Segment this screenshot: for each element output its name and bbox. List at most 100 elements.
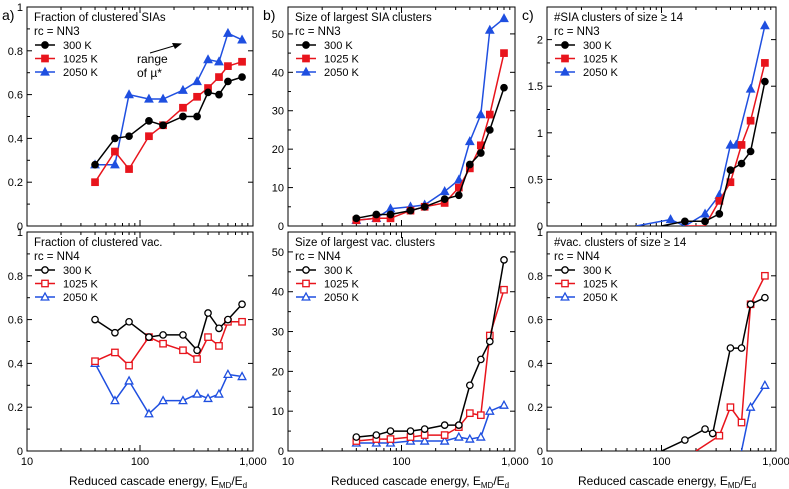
panel-4: 0 0.2 0.4 0.6 0.8 1 10 100 1,000 Fraction of clus…	[8, 227, 267, 468]
data-point	[215, 342, 223, 350]
data-point	[158, 93, 168, 103]
series-line	[635, 25, 766, 226]
data-point	[745, 83, 756, 93]
x-tick-label: 1,000	[762, 456, 789, 468]
data-point	[223, 27, 233, 37]
legend-label: 1025 K	[324, 54, 360, 66]
data-point	[159, 121, 167, 130]
series-s300	[91, 73, 246, 169]
legend-marker	[560, 66, 570, 76]
data-point	[158, 395, 168, 405]
legend-entry-s300: 300 K	[35, 40, 92, 52]
data-point	[193, 346, 201, 355]
y-tick-label: 40	[272, 67, 284, 79]
data-point	[215, 324, 223, 333]
data-point	[178, 395, 188, 405]
panel-label: b)	[263, 7, 275, 23]
legend-marker	[302, 266, 310, 274]
y-tick-label: 0.6	[8, 90, 23, 102]
data-point	[124, 375, 134, 385]
data-point	[91, 178, 99, 187]
legend-marker	[41, 279, 49, 288]
panel-title: Fraction of clustered SIAs	[34, 12, 166, 24]
legend-entry-s300: 300 K	[296, 265, 353, 277]
data-point	[125, 132, 133, 141]
legend-label: 1025 K	[63, 54, 99, 66]
rc-label: rc = NN4	[34, 251, 80, 263]
plot-frame	[546, 6, 777, 227]
data-point	[500, 256, 508, 264]
y-tick-label: 0.8	[8, 46, 23, 58]
data-point	[406, 427, 415, 435]
legend-entry-s1025: 1025 K	[296, 54, 360, 66]
data-point	[726, 166, 735, 174]
panel-label: c)	[522, 7, 534, 23]
y-tick-label: 0.8	[8, 271, 23, 283]
y-tick-label: 0.4	[8, 133, 23, 145]
data-point	[499, 399, 509, 409]
data-point	[476, 355, 485, 364]
data-point	[224, 315, 232, 324]
series-s1025	[91, 57, 246, 187]
series-line	[94, 363, 243, 415]
data-point	[125, 165, 133, 173]
legend-marker	[40, 291, 50, 301]
data-point	[420, 425, 429, 433]
legend-entry-s2050: 2050 K	[35, 291, 99, 304]
legend-label: 2050 K	[63, 67, 99, 79]
data-point	[476, 411, 485, 420]
legend-marker	[561, 266, 569, 274]
y-tick-label: 50	[272, 247, 284, 259]
data-point	[238, 57, 246, 66]
legend-entry-s1025: 1025 K	[35, 54, 99, 66]
data-point	[681, 436, 689, 444]
data-point	[700, 208, 710, 218]
data-point	[237, 34, 247, 44]
data-point	[745, 401, 756, 411]
data-point	[737, 141, 746, 149]
data-point	[386, 210, 395, 219]
y-tick-label: 0.2	[8, 402, 23, 414]
legend-entry-s1025: 1025 K	[555, 279, 619, 291]
legend-marker	[561, 41, 569, 49]
data-point	[665, 214, 676, 224]
data-point	[760, 20, 770, 30]
data-point	[145, 132, 153, 141]
data-point	[440, 195, 449, 203]
data-point	[111, 348, 119, 357]
series-line	[95, 32, 243, 166]
y-tick-label: 0.4	[8, 358, 23, 370]
data-point	[223, 368, 233, 379]
legend-marker	[560, 291, 570, 301]
data-point	[761, 77, 769, 86]
legend-label: 2050 K	[583, 292, 619, 304]
legend-marker	[301, 291, 311, 301]
y-tick-label: 10	[272, 406, 284, 418]
series-s1025	[352, 49, 508, 225]
y-tick-label: 30	[272, 106, 284, 118]
panel-label: a)	[2, 7, 14, 23]
legend-marker	[302, 54, 310, 63]
x-tick-label: 1,000	[239, 456, 267, 468]
data-point	[500, 285, 508, 294]
data-point	[193, 355, 201, 363]
panel-title: Size of largest SIA clusters	[295, 12, 432, 24]
data-point	[475, 431, 486, 441]
data-point	[203, 393, 213, 403]
series-s2050	[90, 358, 247, 418]
data-point	[439, 435, 450, 445]
data-point	[91, 357, 99, 366]
legend-label: 300 K	[583, 40, 612, 52]
rc-label: rc = NN4	[295, 251, 341, 263]
y-tick-label: 0.2	[8, 177, 23, 189]
data-point	[500, 49, 508, 57]
data-point	[124, 89, 134, 99]
y-tick-label: 0.6	[528, 315, 543, 327]
panels-group: 00.20.40.60.81a) Fraction of clustered SI…	[2, 2, 789, 468]
y-tick-label: 0	[537, 221, 543, 233]
data-point	[386, 427, 395, 435]
data-point	[737, 418, 746, 427]
data-point	[125, 317, 133, 326]
y-tick-label: 0.5	[528, 174, 543, 186]
plot-frame	[26, 6, 254, 227]
